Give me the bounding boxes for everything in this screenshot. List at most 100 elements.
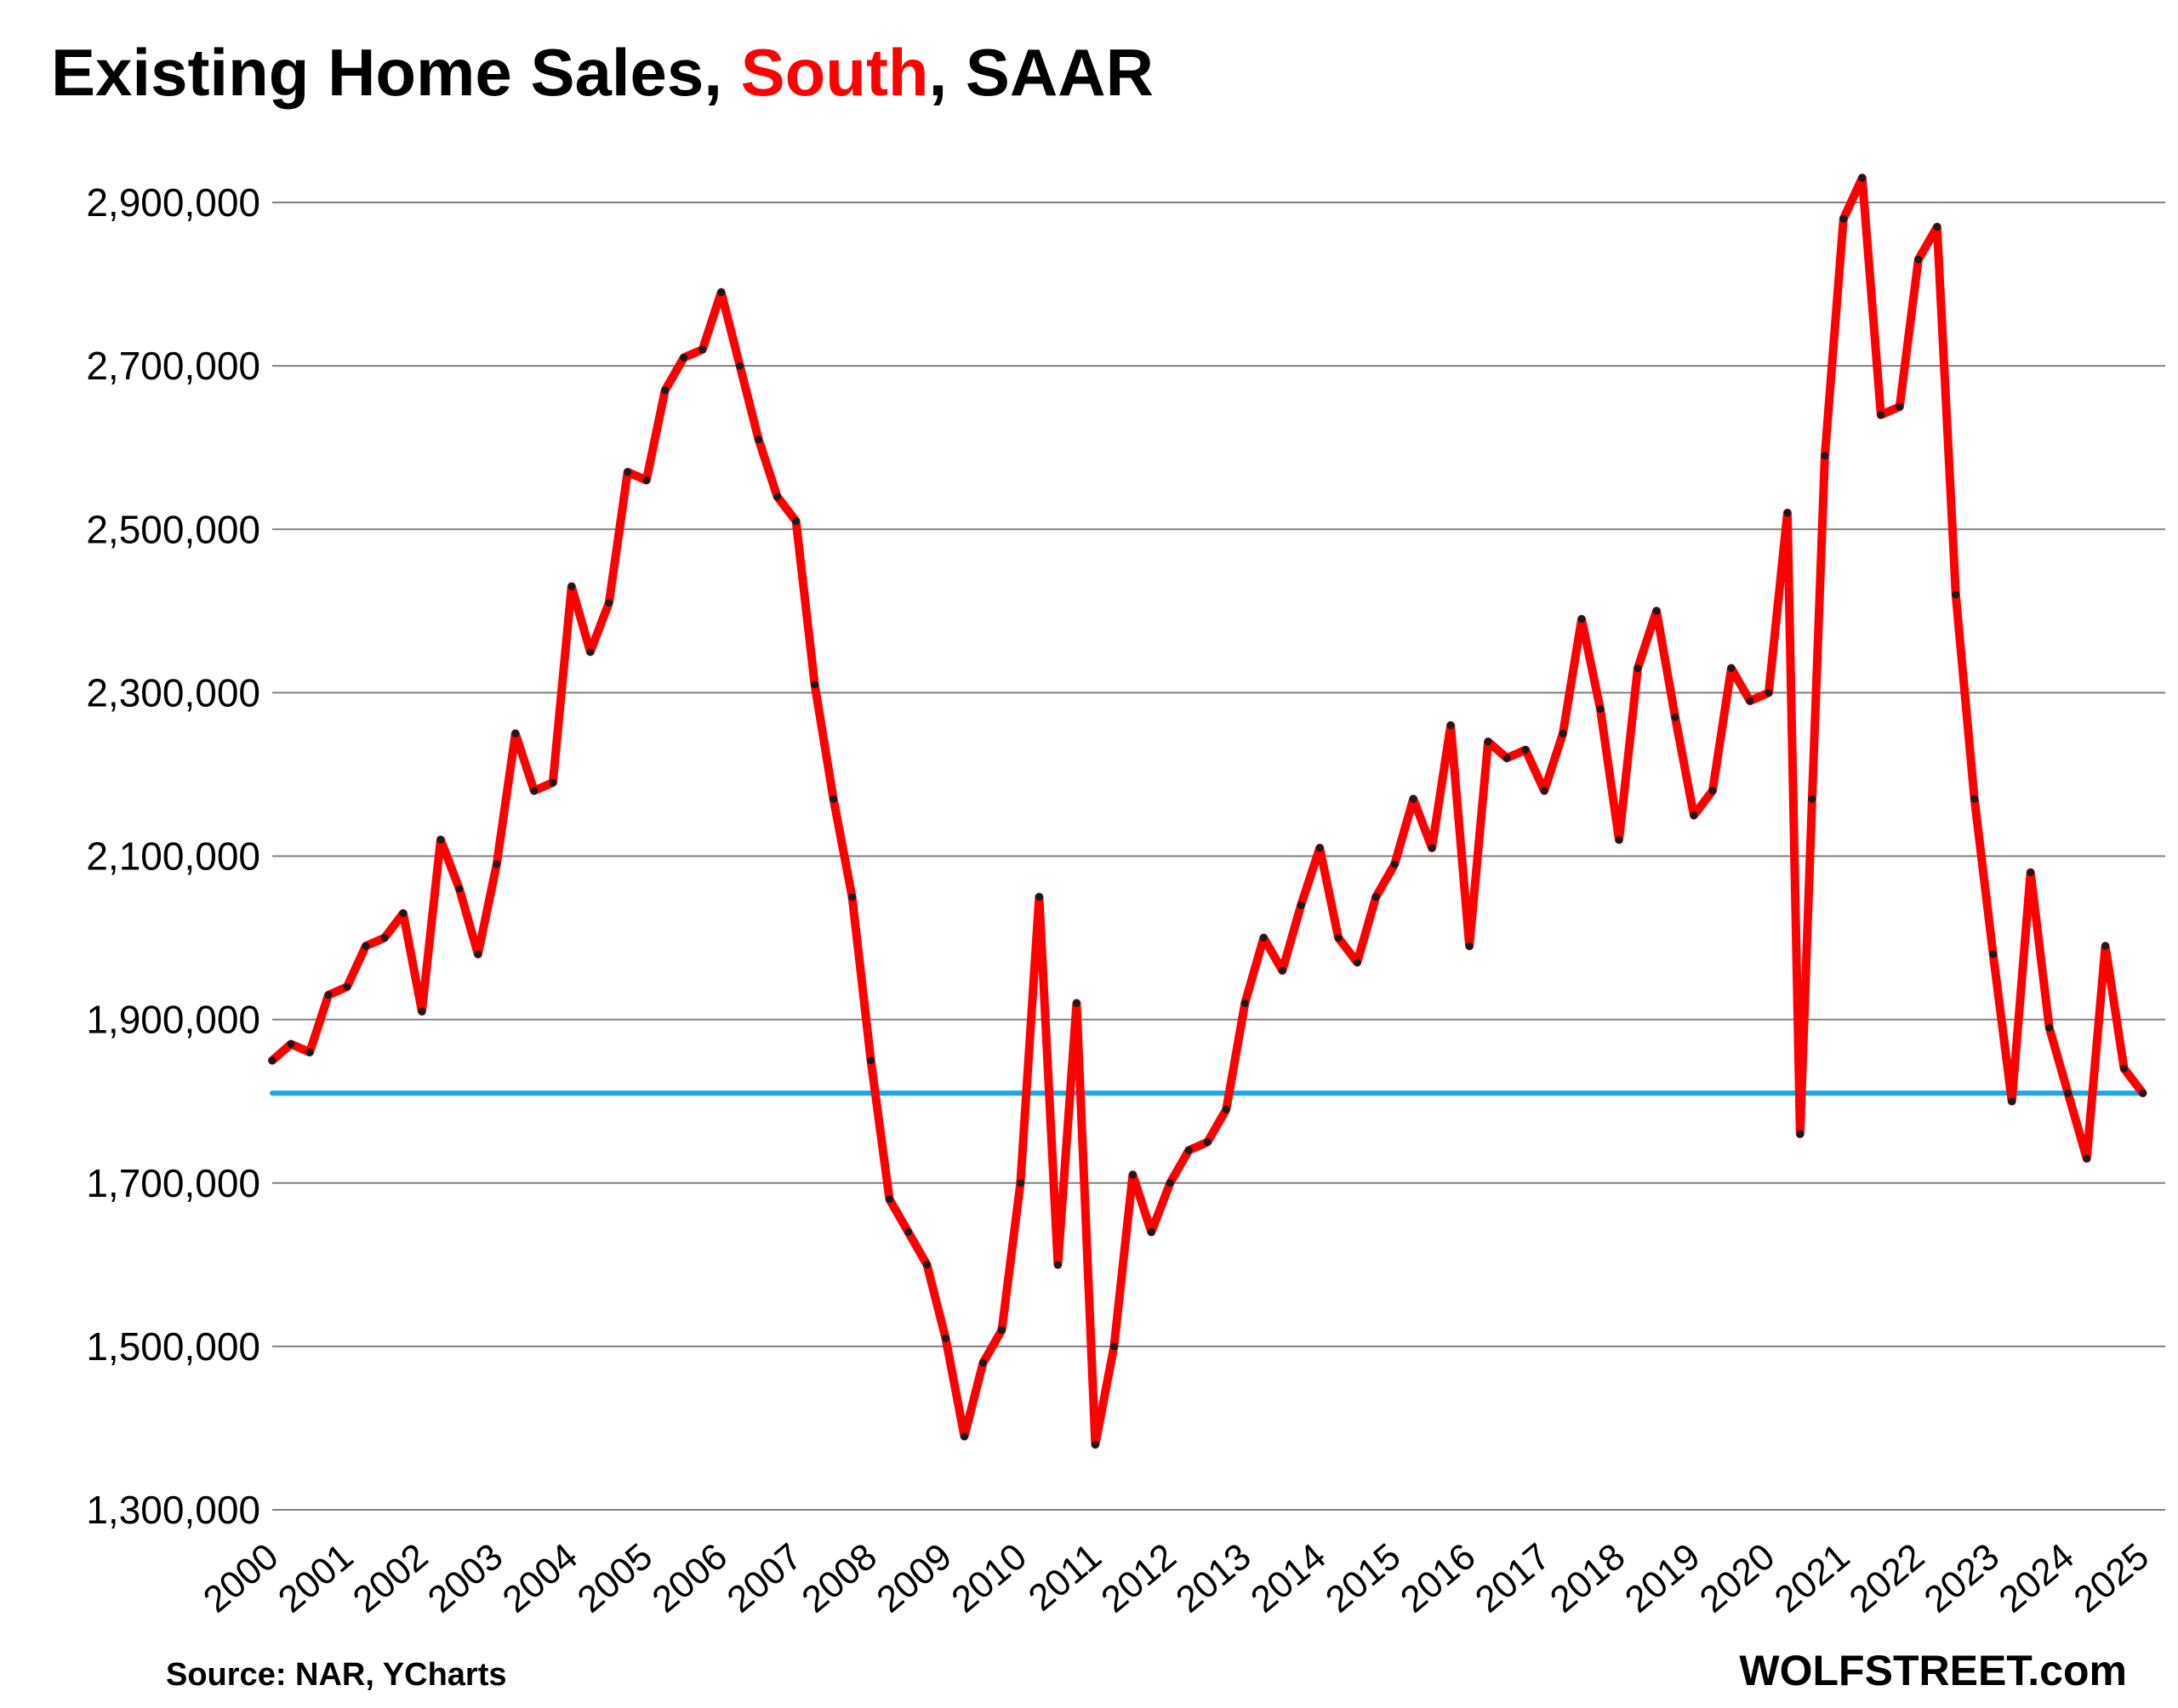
data-point	[399, 909, 408, 918]
data-point	[1708, 787, 1717, 795]
y-tick-label: 1,700,000	[86, 1161, 260, 1205]
x-tick-label: 2001	[271, 1535, 361, 1620]
data-point	[1577, 615, 1586, 623]
data-point	[848, 893, 857, 902]
y-tick-label: 2,100,000	[86, 834, 260, 879]
data-point	[2064, 1089, 2073, 1097]
data-point	[1877, 411, 1885, 419]
data-point	[736, 362, 744, 370]
data-point	[1409, 794, 1417, 803]
data-point	[886, 1195, 894, 1204]
data-point	[1839, 214, 1848, 223]
data-point	[455, 885, 464, 893]
data-point	[1559, 729, 1567, 737]
data-point	[1297, 901, 1305, 909]
data-point	[1970, 794, 1979, 803]
data-point	[493, 860, 501, 868]
data-point	[324, 991, 333, 999]
x-tick-label: 2006	[645, 1535, 735, 1620]
y-tick-label: 2,900,000	[86, 180, 260, 225]
chart-title: Existing Home Sales, South, SAAR	[51, 34, 1154, 111]
data-point	[549, 778, 557, 787]
data-point	[717, 288, 726, 297]
source-note: Source: NAR, YCharts	[166, 1657, 507, 1693]
data-point	[1091, 1440, 1099, 1449]
x-axis: 2000200120022003200420052006200720082009…	[196, 1535, 2157, 1620]
data-point	[343, 982, 351, 991]
title-part-1: Existing Home Sales,	[51, 35, 741, 110]
data-point	[661, 386, 670, 395]
data-point	[1989, 950, 1998, 959]
data-point	[1671, 713, 1679, 721]
y-tick-label: 2,500,000	[86, 507, 260, 551]
data-point	[960, 1432, 968, 1441]
x-tick-label: 2023	[1917, 1535, 2007, 1620]
y-tick-label: 1,900,000	[86, 998, 260, 1042]
data-point	[1952, 590, 1960, 599]
data-point	[2008, 1097, 2016, 1106]
x-tick-label: 2024	[1992, 1535, 2082, 1620]
data-point	[1727, 664, 1736, 673]
data-point	[1353, 958, 1361, 966]
x-tick-label: 2008	[795, 1535, 885, 1620]
y-tick-label: 2,300,000	[86, 670, 260, 715]
data-point	[418, 1007, 426, 1016]
data-point	[1240, 999, 1249, 1007]
x-tick-label: 2016	[1393, 1535, 1483, 1620]
data-point	[1016, 1179, 1024, 1187]
data-point	[1858, 174, 1867, 182]
data-point	[624, 468, 632, 476]
x-tick-label: 2025	[2067, 1535, 2157, 1620]
data-point	[2120, 1064, 2129, 1073]
x-tick-label: 2014	[1243, 1535, 1333, 1620]
x-tick-label: 2000	[196, 1535, 286, 1620]
data-point	[1821, 452, 1829, 460]
data-point	[2027, 868, 2035, 877]
data-point	[287, 1039, 295, 1048]
data-point	[1390, 860, 1399, 868]
data-point	[436, 835, 445, 844]
data-point	[698, 345, 707, 354]
data-point	[1334, 934, 1343, 942]
data-point	[1690, 811, 1698, 819]
data-point	[530, 787, 539, 795]
data-point	[1796, 1130, 1805, 1138]
data-point	[474, 950, 482, 959]
data-point	[2139, 1089, 2147, 1097]
data-point	[1615, 835, 1623, 844]
x-tick-label: 2010	[944, 1535, 1034, 1620]
data-point	[1783, 509, 1792, 517]
data-point	[680, 354, 688, 362]
data-point	[1746, 697, 1754, 705]
x-tick-label: 2012	[1093, 1535, 1183, 1620]
x-tick-label: 2017	[1468, 1535, 1558, 1620]
data-point	[2045, 1023, 2054, 1032]
x-tick-label: 2018	[1542, 1535, 1633, 1620]
data-point	[830, 794, 838, 803]
data-point	[2101, 942, 2110, 950]
data-point	[305, 1048, 314, 1056]
data-point	[1035, 893, 1043, 902]
data-point	[811, 680, 819, 689]
data-point	[1203, 1138, 1212, 1147]
grid-lines	[272, 202, 2165, 1511]
series-layer	[268, 174, 2147, 1449]
data-point	[1502, 754, 1511, 762]
title-part-3: , SAAR	[928, 35, 1154, 110]
x-tick-label: 2011	[1021, 1535, 1109, 1619]
x-tick-label: 2003	[420, 1535, 510, 1620]
x-tick-label: 2019	[1617, 1535, 1708, 1620]
x-tick-label: 2013	[1168, 1535, 1258, 1620]
data-point	[1072, 999, 1080, 1007]
data-point	[567, 582, 576, 590]
data-point	[1933, 223, 1941, 231]
data-point	[867, 1056, 875, 1065]
data-point	[605, 599, 613, 607]
data-point	[1465, 942, 1474, 950]
data-point	[1652, 606, 1661, 615]
data-point	[1259, 934, 1268, 942]
data-point	[1147, 1227, 1155, 1236]
data-point	[1109, 1342, 1118, 1351]
x-tick-label: 2002	[345, 1535, 436, 1620]
data-point	[268, 1056, 277, 1065]
